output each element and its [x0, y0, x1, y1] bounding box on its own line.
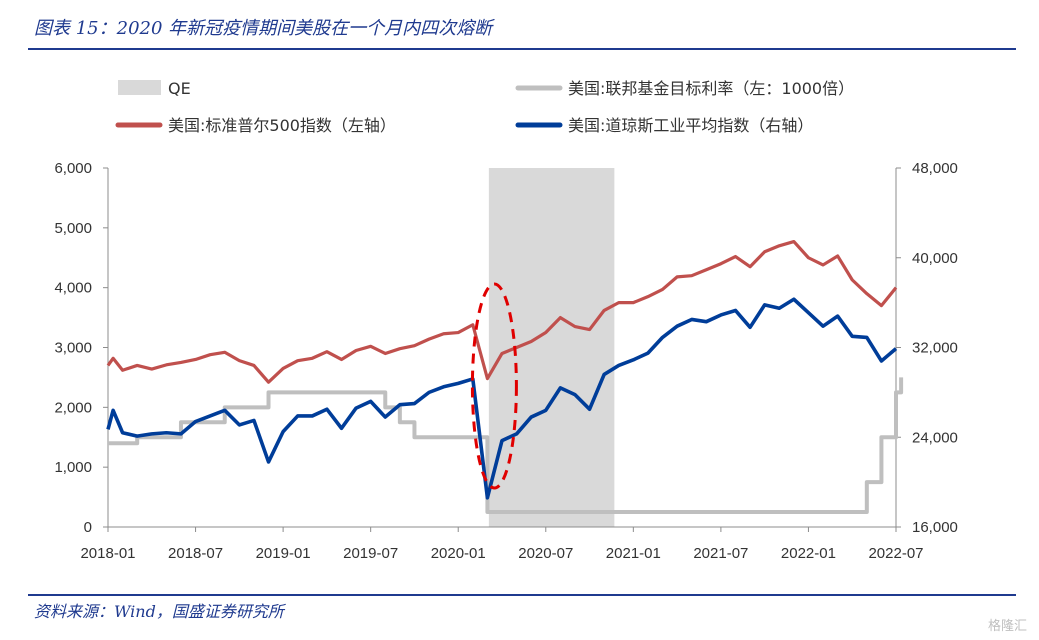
legend-qe-label: QE — [168, 79, 191, 98]
qe-band — [488, 168, 615, 527]
x-tick-label: 2020-07 — [518, 545, 573, 562]
source-rule — [28, 594, 1016, 596]
legend-fed-rate-label: 美国:联邦基金目标利率（左：1000倍） — [568, 79, 854, 98]
x-tick-label: 2019-07 — [343, 545, 398, 562]
right-tick-label: 32,000 — [912, 340, 958, 357]
legend-dow-jones-label: 美国:道琼斯工业平均指数（右轴） — [568, 116, 813, 135]
source-note: 资料来源：Wind，国盛证券研究所 — [34, 602, 284, 621]
x-tick-label: 2021-01 — [606, 545, 661, 562]
x-tick-label: 2021-07 — [693, 545, 748, 562]
dow-jones-line — [106, 297, 898, 500]
sp500-line — [106, 239, 898, 384]
x-tick-label: 2022-07 — [868, 545, 923, 562]
left-tick-label: 6,000 — [54, 160, 92, 177]
watermark-logo: 格隆汇 — [987, 619, 1027, 634]
title-rule — [28, 48, 1016, 50]
x-tick-label: 2018-07 — [168, 545, 223, 562]
right-tick-label: 40,000 — [912, 250, 958, 267]
x-tick-label: 2020-01 — [431, 545, 486, 562]
chart-title: 图表 15：2020 年新冠疫情期间美股在一个月内四次熔断 — [34, 18, 493, 39]
left-tick-label: 4,000 — [54, 280, 92, 297]
x-tick-label: 2022-01 — [781, 545, 836, 562]
left-tick-label: 1,000 — [54, 459, 92, 476]
x-tick-label: 2019-01 — [256, 545, 311, 562]
left-tick-label: 3,000 — [54, 340, 92, 357]
right-tick-label: 24,000 — [912, 429, 958, 446]
left-tick-label: 2,000 — [54, 399, 92, 416]
crash-highlight-ellipse — [470, 282, 518, 490]
legend-sp500-label: 美国:标准普尔500指数（左轴） — [168, 116, 396, 135]
legend-qe-swatch — [118, 80, 161, 95]
left-tick-label: 0 — [84, 519, 92, 536]
left-tick-label: 5,000 — [54, 220, 92, 237]
x-tick-label: 2018-01 — [80, 545, 135, 562]
right-tick-label: 48,000 — [912, 160, 958, 177]
fed-rate-line — [108, 377, 904, 515]
right-tick-label: 16,000 — [912, 519, 958, 536]
